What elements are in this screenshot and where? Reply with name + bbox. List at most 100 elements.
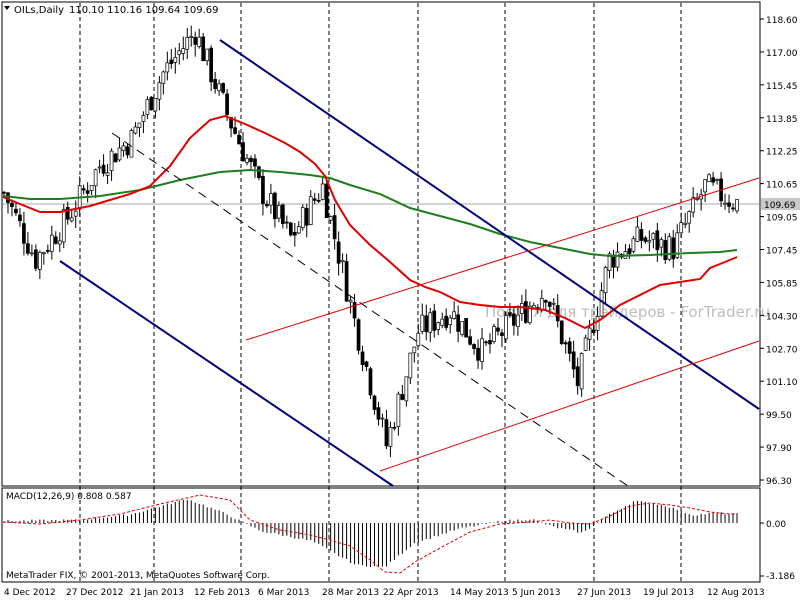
candle	[153, 97, 158, 119]
current-price-tag: 109.69	[761, 198, 800, 211]
triangle-down-icon[interactable]	[4, 6, 10, 10]
candle	[340, 253, 345, 274]
candle	[659, 237, 664, 257]
candle	[145, 96, 150, 120]
candle	[567, 337, 572, 362]
candle	[288, 221, 293, 237]
time-axis-label: 19 Jul 2013	[643, 588, 694, 598]
candle	[73, 200, 78, 229]
candle	[408, 352, 413, 385]
macd-label: MACD(12,26,9) 0.808 0.587	[6, 492, 132, 502]
candle	[420, 303, 425, 335]
candle	[277, 201, 281, 223]
candle	[444, 308, 449, 331]
candle	[372, 394, 377, 415]
candle	[651, 232, 656, 249]
candle	[448, 315, 453, 334]
candle	[667, 233, 672, 262]
candle	[579, 352, 584, 397]
candle	[308, 190, 313, 226]
macd-histogram	[3, 499, 738, 567]
candle	[57, 232, 62, 253]
price-axis: 118.60 117.00 115.45 113.85 112.25 110.65 109.…	[760, 16, 798, 487]
candle	[647, 230, 652, 252]
candle	[468, 329, 472, 346]
time-axis-label: 5 Jun 2013	[512, 588, 560, 598]
candle	[273, 191, 277, 228]
candle	[316, 193, 321, 204]
candle	[671, 229, 676, 268]
candle	[504, 311, 508, 343]
candle	[336, 231, 341, 276]
price-tick-label: 110.65	[766, 181, 798, 191]
candle	[312, 192, 317, 205]
candle	[169, 49, 174, 69]
macd-panel: MACD(12,26,9) 0.808 0.587 MetaTrader FIX…	[2, 492, 738, 581]
candle	[683, 212, 688, 229]
candle	[456, 305, 460, 343]
time-axis-label: 12 Feb 2013	[194, 588, 250, 598]
candle	[193, 31, 198, 57]
candle	[432, 303, 437, 338]
candle	[360, 345, 365, 372]
copyright-text: MetaTrader FIX, © 2001-2013, MetaQuotes …	[6, 571, 270, 581]
candle	[265, 200, 269, 208]
candle	[348, 296, 353, 314]
macd-signal-line	[2, 494, 737, 574]
candle	[173, 47, 178, 74]
candle	[388, 421, 393, 458]
candle	[639, 222, 644, 249]
candle	[635, 216, 640, 243]
candle	[516, 305, 520, 336]
candle	[368, 366, 373, 400]
candle	[727, 194, 731, 214]
time-axis-label: 21 Jan 2013	[130, 588, 184, 598]
candle	[691, 187, 696, 218]
candle	[416, 323, 421, 347]
candle	[476, 339, 480, 369]
candle	[225, 88, 229, 121]
candle	[583, 334, 588, 352]
candle	[571, 340, 576, 378]
candle	[269, 183, 273, 214]
macd-pane-frame	[1, 487, 761, 583]
candle	[428, 308, 433, 343]
candle	[679, 212, 684, 239]
candle	[26, 231, 30, 256]
candle	[261, 169, 265, 216]
candle	[81, 184, 86, 195]
price-tick-label: 113.85	[766, 115, 798, 125]
candle	[603, 265, 608, 303]
candle	[488, 333, 492, 354]
candle	[177, 42, 182, 65]
candle	[257, 165, 261, 181]
current-price-label: 109.69	[764, 201, 796, 211]
price-tick-label: 109.05	[766, 214, 798, 224]
candle	[380, 413, 385, 428]
candle	[332, 203, 337, 250]
candle	[492, 323, 496, 344]
candle	[296, 221, 301, 235]
price-pane-frame	[1, 1, 761, 487]
candle	[213, 71, 217, 94]
candle	[500, 328, 504, 348]
price-tick-label: 102.70	[766, 345, 798, 355]
macd-axis: 0.00 -3.186	[760, 520, 795, 582]
candle	[41, 251, 46, 265]
price-tick-label: 96.30	[766, 477, 792, 487]
candle	[209, 45, 214, 92]
price-tick-label: 115.45	[766, 82, 798, 92]
candle	[436, 321, 441, 336]
candle	[424, 304, 429, 341]
candle	[253, 154, 257, 178]
candle	[324, 178, 329, 219]
candle	[14, 203, 18, 216]
candle	[344, 253, 349, 302]
candle	[197, 28, 202, 49]
candle	[137, 122, 142, 137]
candle	[711, 171, 715, 186]
candle	[715, 178, 719, 185]
candle	[555, 294, 560, 328]
time-axis-label: 22 Apr 2013	[383, 588, 439, 598]
